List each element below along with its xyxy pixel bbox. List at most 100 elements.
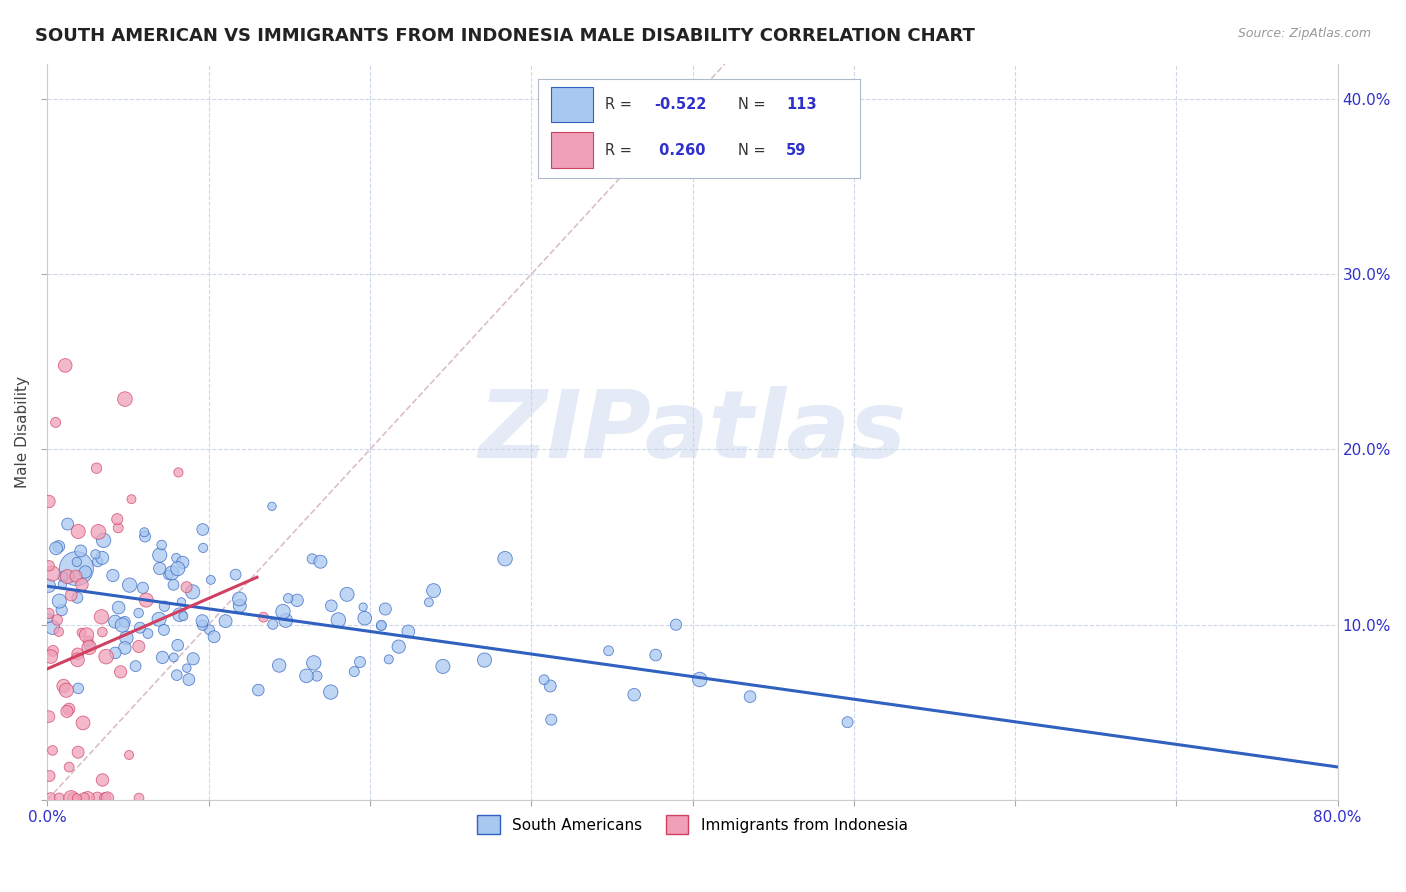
- Point: [533, 673, 555, 687]
- Point: [200, 573, 222, 587]
- Point: [67, 524, 90, 539]
- Point: [42, 644, 65, 658]
- Point: [191, 523, 214, 537]
- Point: [65, 569, 87, 583]
- Point: [41, 743, 63, 757]
- Point: [114, 615, 136, 629]
- Point: [418, 595, 440, 609]
- Point: [132, 581, 155, 595]
- Point: [91, 550, 114, 565]
- Point: [247, 683, 270, 698]
- Point: [128, 606, 150, 620]
- Point: [76, 628, 98, 642]
- Point: [86, 461, 108, 475]
- Point: [115, 631, 138, 645]
- Point: [170, 595, 193, 609]
- Point: [191, 618, 214, 632]
- Point: [540, 713, 562, 727]
- Point: [45, 541, 67, 556]
- Point: [166, 638, 188, 652]
- Point: [77, 640, 100, 655]
- Point: [46, 613, 69, 627]
- Point: [623, 688, 645, 702]
- Point: [104, 615, 127, 629]
- Point: [87, 524, 110, 539]
- Point: [66, 591, 89, 605]
- Point: [93, 533, 115, 548]
- Point: [172, 556, 194, 570]
- Point: [422, 583, 444, 598]
- Point: [538, 679, 561, 693]
- Point: [114, 640, 136, 655]
- Point: [66, 555, 89, 569]
- Point: [41, 620, 63, 634]
- Point: [349, 655, 371, 669]
- Point: [129, 621, 152, 635]
- Point: [104, 646, 127, 660]
- Point: [134, 525, 156, 540]
- Point: [181, 652, 204, 666]
- Point: [353, 611, 375, 625]
- Point: [56, 569, 79, 583]
- Point: [181, 585, 204, 599]
- Point: [38, 558, 60, 573]
- Point: [169, 607, 191, 622]
- Point: [101, 568, 124, 582]
- Point: [135, 593, 157, 607]
- Point: [91, 625, 114, 640]
- Point: [309, 555, 332, 569]
- Point: [136, 626, 159, 640]
- Point: [494, 551, 516, 566]
- Point: [38, 494, 60, 508]
- Point: [336, 587, 359, 601]
- Point: [58, 702, 80, 716]
- Point: [118, 747, 141, 762]
- Point: [111, 618, 134, 632]
- Point: [396, 624, 419, 639]
- Point: [70, 625, 93, 640]
- Point: [374, 602, 396, 616]
- Point: [67, 745, 90, 759]
- Point: [157, 568, 180, 582]
- Point: [225, 567, 247, 582]
- Point: [644, 648, 666, 662]
- Point: [66, 647, 89, 661]
- Text: SOUTH AMERICAN VS IMMIGRANTS FROM INDONESIA MALE DISABILITY CORRELATION CHART: SOUTH AMERICAN VS IMMIGRANTS FROM INDONE…: [35, 27, 974, 45]
- Point: [62, 791, 84, 805]
- Point: [378, 652, 401, 666]
- Point: [128, 640, 150, 654]
- Point: [38, 607, 60, 621]
- Point: [277, 591, 299, 606]
- Point: [121, 492, 143, 507]
- Point: [90, 609, 112, 624]
- Point: [148, 612, 170, 626]
- Point: [60, 588, 83, 602]
- Point: [53, 359, 76, 373]
- Point: [58, 760, 80, 774]
- Point: [72, 715, 94, 730]
- Point: [69, 544, 91, 558]
- Point: [38, 611, 60, 625]
- Point: [77, 638, 100, 652]
- Point: [301, 551, 323, 566]
- Point: [343, 665, 366, 679]
- Point: [352, 600, 374, 615]
- Point: [84, 547, 107, 561]
- Point: [70, 577, 93, 591]
- Point: [77, 634, 100, 648]
- Point: [86, 555, 108, 569]
- Point: [228, 591, 250, 606]
- Point: [166, 668, 188, 682]
- Point: [165, 550, 187, 565]
- Point: [150, 538, 173, 552]
- Legend: South Americans, Immigrants from Indonesia: South Americans, Immigrants from Indones…: [471, 809, 914, 840]
- Text: Source: ZipAtlas.com: Source: ZipAtlas.com: [1237, 27, 1371, 40]
- Point: [105, 512, 128, 526]
- Point: [166, 562, 188, 576]
- Point: [152, 650, 174, 665]
- Point: [260, 500, 283, 514]
- Point: [198, 623, 221, 637]
- Point: [38, 579, 60, 593]
- Point: [388, 640, 411, 654]
- Point: [191, 614, 214, 628]
